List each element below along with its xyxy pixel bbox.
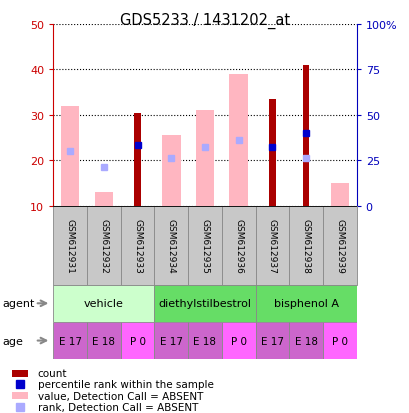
Text: value, Detection Call = ABSENT: value, Detection Call = ABSENT xyxy=(38,391,202,401)
Text: GSM612938: GSM612938 xyxy=(301,218,310,273)
Text: percentile rank within the sample: percentile rank within the sample xyxy=(38,380,213,389)
Bar xyxy=(53,206,87,285)
Bar xyxy=(289,206,322,285)
Bar xyxy=(162,136,180,206)
Text: bisphenol A: bisphenol A xyxy=(273,299,338,309)
Bar xyxy=(195,111,214,206)
Text: GDS5233 / 1431202_at: GDS5233 / 1431202_at xyxy=(120,12,289,28)
Text: count: count xyxy=(38,368,67,378)
Bar xyxy=(120,206,154,285)
Text: GSM612934: GSM612934 xyxy=(166,218,175,273)
Text: GSM612936: GSM612936 xyxy=(234,218,243,273)
Bar xyxy=(221,322,255,359)
Bar xyxy=(87,322,120,359)
Bar xyxy=(322,322,356,359)
Bar xyxy=(87,206,120,285)
Bar xyxy=(53,322,87,359)
Bar xyxy=(229,75,247,206)
Text: GSM612935: GSM612935 xyxy=(200,218,209,273)
Bar xyxy=(94,193,113,206)
Text: rank, Detection Call = ABSENT: rank, Detection Call = ABSENT xyxy=(38,402,198,412)
Bar xyxy=(269,100,275,206)
Bar xyxy=(61,107,79,206)
Text: E 18: E 18 xyxy=(294,336,317,346)
Bar xyxy=(188,322,221,359)
Text: GSM612931: GSM612931 xyxy=(65,218,74,273)
Bar xyxy=(322,206,356,285)
Bar xyxy=(255,285,356,322)
Bar xyxy=(120,322,154,359)
Bar xyxy=(154,285,255,322)
Text: GSM612933: GSM612933 xyxy=(133,218,142,273)
Text: E 17: E 17 xyxy=(260,336,283,346)
Text: GSM612939: GSM612939 xyxy=(335,218,344,273)
Bar xyxy=(302,66,309,206)
Text: E 17: E 17 xyxy=(160,336,182,346)
Text: diethylstilbestrol: diethylstilbestrol xyxy=(158,299,251,309)
Text: E 18: E 18 xyxy=(92,336,115,346)
Bar xyxy=(154,322,188,359)
Bar xyxy=(154,206,188,285)
Text: P 0: P 0 xyxy=(129,336,145,346)
Text: age: age xyxy=(2,336,23,346)
Bar xyxy=(188,206,221,285)
Bar xyxy=(221,206,255,285)
Bar xyxy=(12,392,28,399)
Bar xyxy=(12,370,28,377)
Bar xyxy=(330,184,348,206)
Text: P 0: P 0 xyxy=(331,336,347,346)
Text: vehicle: vehicle xyxy=(84,299,124,309)
Bar xyxy=(134,113,140,206)
Text: GSM612932: GSM612932 xyxy=(99,218,108,273)
Bar xyxy=(53,285,154,322)
Text: E 18: E 18 xyxy=(193,336,216,346)
Bar xyxy=(255,206,289,285)
Text: E 17: E 17 xyxy=(58,336,81,346)
Text: GSM612937: GSM612937 xyxy=(267,218,276,273)
Bar xyxy=(289,322,322,359)
Text: P 0: P 0 xyxy=(230,336,246,346)
Text: agent: agent xyxy=(2,299,34,309)
Bar xyxy=(255,322,289,359)
